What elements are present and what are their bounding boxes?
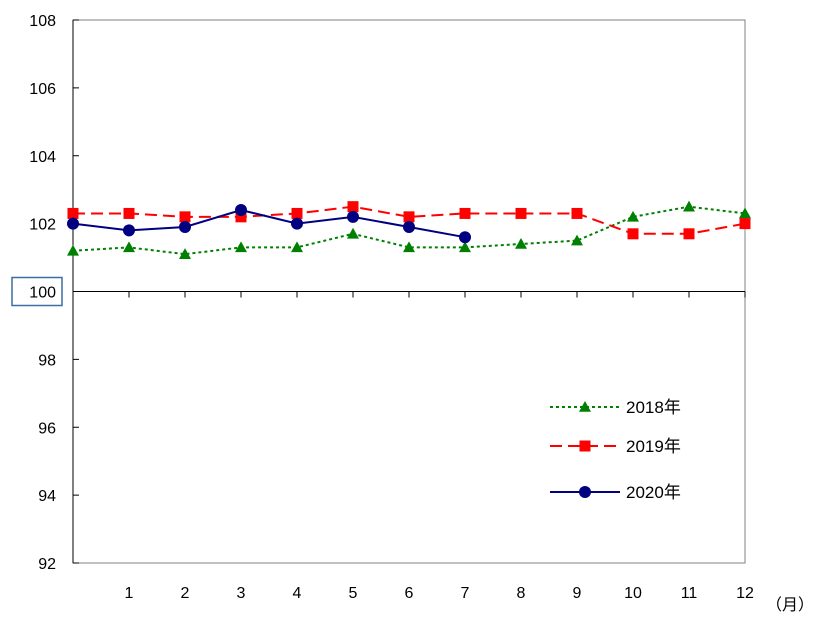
data-point (403, 211, 415, 223)
legend-marker (579, 401, 591, 412)
x-tick-label: 4 (293, 585, 302, 602)
series-line (72, 209, 466, 239)
series-2 (67, 204, 471, 244)
data-point (291, 207, 303, 219)
data-point (235, 241, 247, 253)
x-tick-label: 3 (237, 585, 246, 602)
data-point (683, 200, 695, 212)
data-point (515, 237, 527, 249)
data-point (347, 227, 359, 239)
y-tick-label: 92 (38, 556, 56, 573)
legend-entry: 2020年 (550, 483, 681, 502)
data-point (291, 217, 303, 230)
data-point (683, 228, 695, 240)
legend-marker (579, 486, 591, 498)
baseline-label-box (11, 276, 63, 307)
data-point (291, 241, 303, 253)
x-tick-label: 9 (573, 585, 582, 602)
series-1 (67, 201, 751, 240)
data-point (459, 241, 471, 253)
y-tick-label: 98 (38, 352, 56, 369)
x-tick-label: 12 (736, 585, 754, 602)
data-point (627, 210, 639, 222)
series-0 (67, 200, 751, 259)
data-point (515, 207, 527, 219)
data-point (123, 241, 135, 253)
data-point (571, 234, 583, 246)
legend-entry: 2019年 (550, 437, 681, 456)
x-tick-label: 10 (624, 585, 642, 602)
data-point (179, 211, 191, 223)
data-point (123, 224, 135, 237)
data-point (67, 217, 79, 230)
y-tick-label: 94 (38, 488, 56, 505)
data-point (739, 218, 751, 230)
data-point (347, 201, 359, 213)
y-tick-label: 108 (29, 13, 56, 30)
legend-entry: 2018年 (550, 398, 681, 417)
data-point (459, 231, 471, 244)
y-tick-label: 104 (29, 149, 56, 166)
legend-label: 2019年 (626, 437, 681, 456)
legend-label: 2020年 (626, 483, 681, 502)
data-point (67, 207, 79, 219)
data-point (627, 228, 639, 240)
x-tick-label: 1 (125, 585, 134, 602)
data-point (235, 204, 247, 217)
data-point (403, 221, 415, 234)
legend-label: 2018年 (626, 398, 681, 417)
baseline-label: 100 (29, 285, 56, 302)
data-point (347, 210, 359, 223)
data-point (459, 207, 471, 219)
y-tick-label: 96 (38, 420, 56, 437)
data-point (179, 248, 191, 259)
data-point (739, 207, 751, 219)
data-point (571, 207, 583, 219)
data-point (235, 211, 247, 223)
x-tick-label: 7 (461, 585, 470, 602)
x-tick-label: 5 (349, 585, 358, 602)
x-tick-label: 6 (405, 585, 414, 602)
x-tick-label: 11 (681, 585, 698, 602)
x-tick-label: 8 (517, 585, 526, 602)
data-point (403, 241, 415, 253)
data-point (179, 221, 191, 234)
data-point (67, 244, 79, 256)
x-unit-label: （月） (766, 595, 814, 614)
y-tick-label: 106 (29, 81, 56, 98)
y-tick-label: 102 (29, 217, 56, 234)
x-tick-label: 2 (181, 585, 190, 602)
data-point (123, 207, 135, 219)
legend-marker (579, 440, 591, 452)
